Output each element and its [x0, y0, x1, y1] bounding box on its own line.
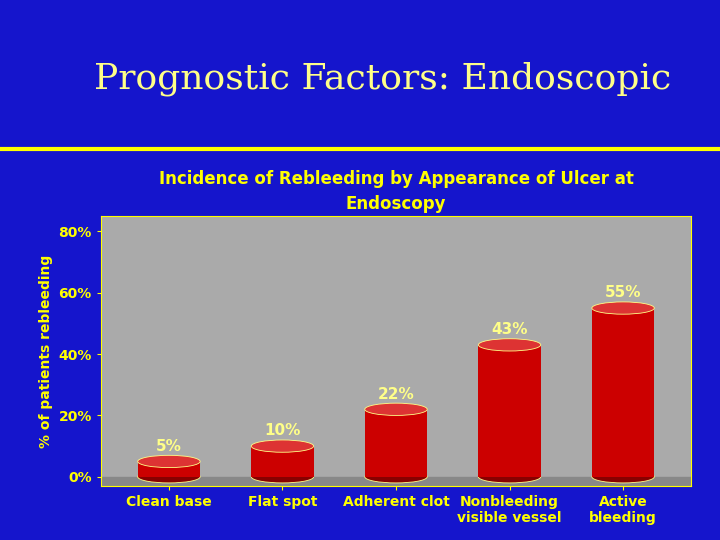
- Y-axis label: % of patients rebleeding: % of patients rebleeding: [39, 254, 53, 448]
- Text: Prognostic Factors: Endoscopic: Prognostic Factors: Endoscopic: [94, 61, 671, 96]
- Ellipse shape: [478, 339, 541, 351]
- Bar: [138, 462, 200, 477]
- Ellipse shape: [478, 471, 541, 483]
- Ellipse shape: [365, 471, 427, 483]
- Text: Incidence of Rebleeding by Appearance of Ulcer at
Endoscopy: Incidence of Rebleeding by Appearance of…: [158, 170, 634, 213]
- Ellipse shape: [365, 403, 427, 415]
- Bar: [478, 345, 541, 477]
- Bar: [365, 409, 427, 477]
- Bar: [251, 446, 314, 477]
- Ellipse shape: [251, 471, 314, 483]
- Text: 5%: 5%: [156, 439, 182, 454]
- Ellipse shape: [138, 455, 200, 468]
- Ellipse shape: [592, 302, 654, 314]
- Ellipse shape: [592, 471, 654, 483]
- Text: 43%: 43%: [491, 322, 528, 337]
- Bar: [101, 477, 691, 486]
- Text: 22%: 22%: [377, 387, 415, 402]
- Bar: [592, 308, 654, 477]
- Ellipse shape: [251, 440, 314, 453]
- Text: 55%: 55%: [605, 285, 642, 300]
- Text: 10%: 10%: [264, 423, 301, 438]
- Ellipse shape: [138, 471, 200, 483]
